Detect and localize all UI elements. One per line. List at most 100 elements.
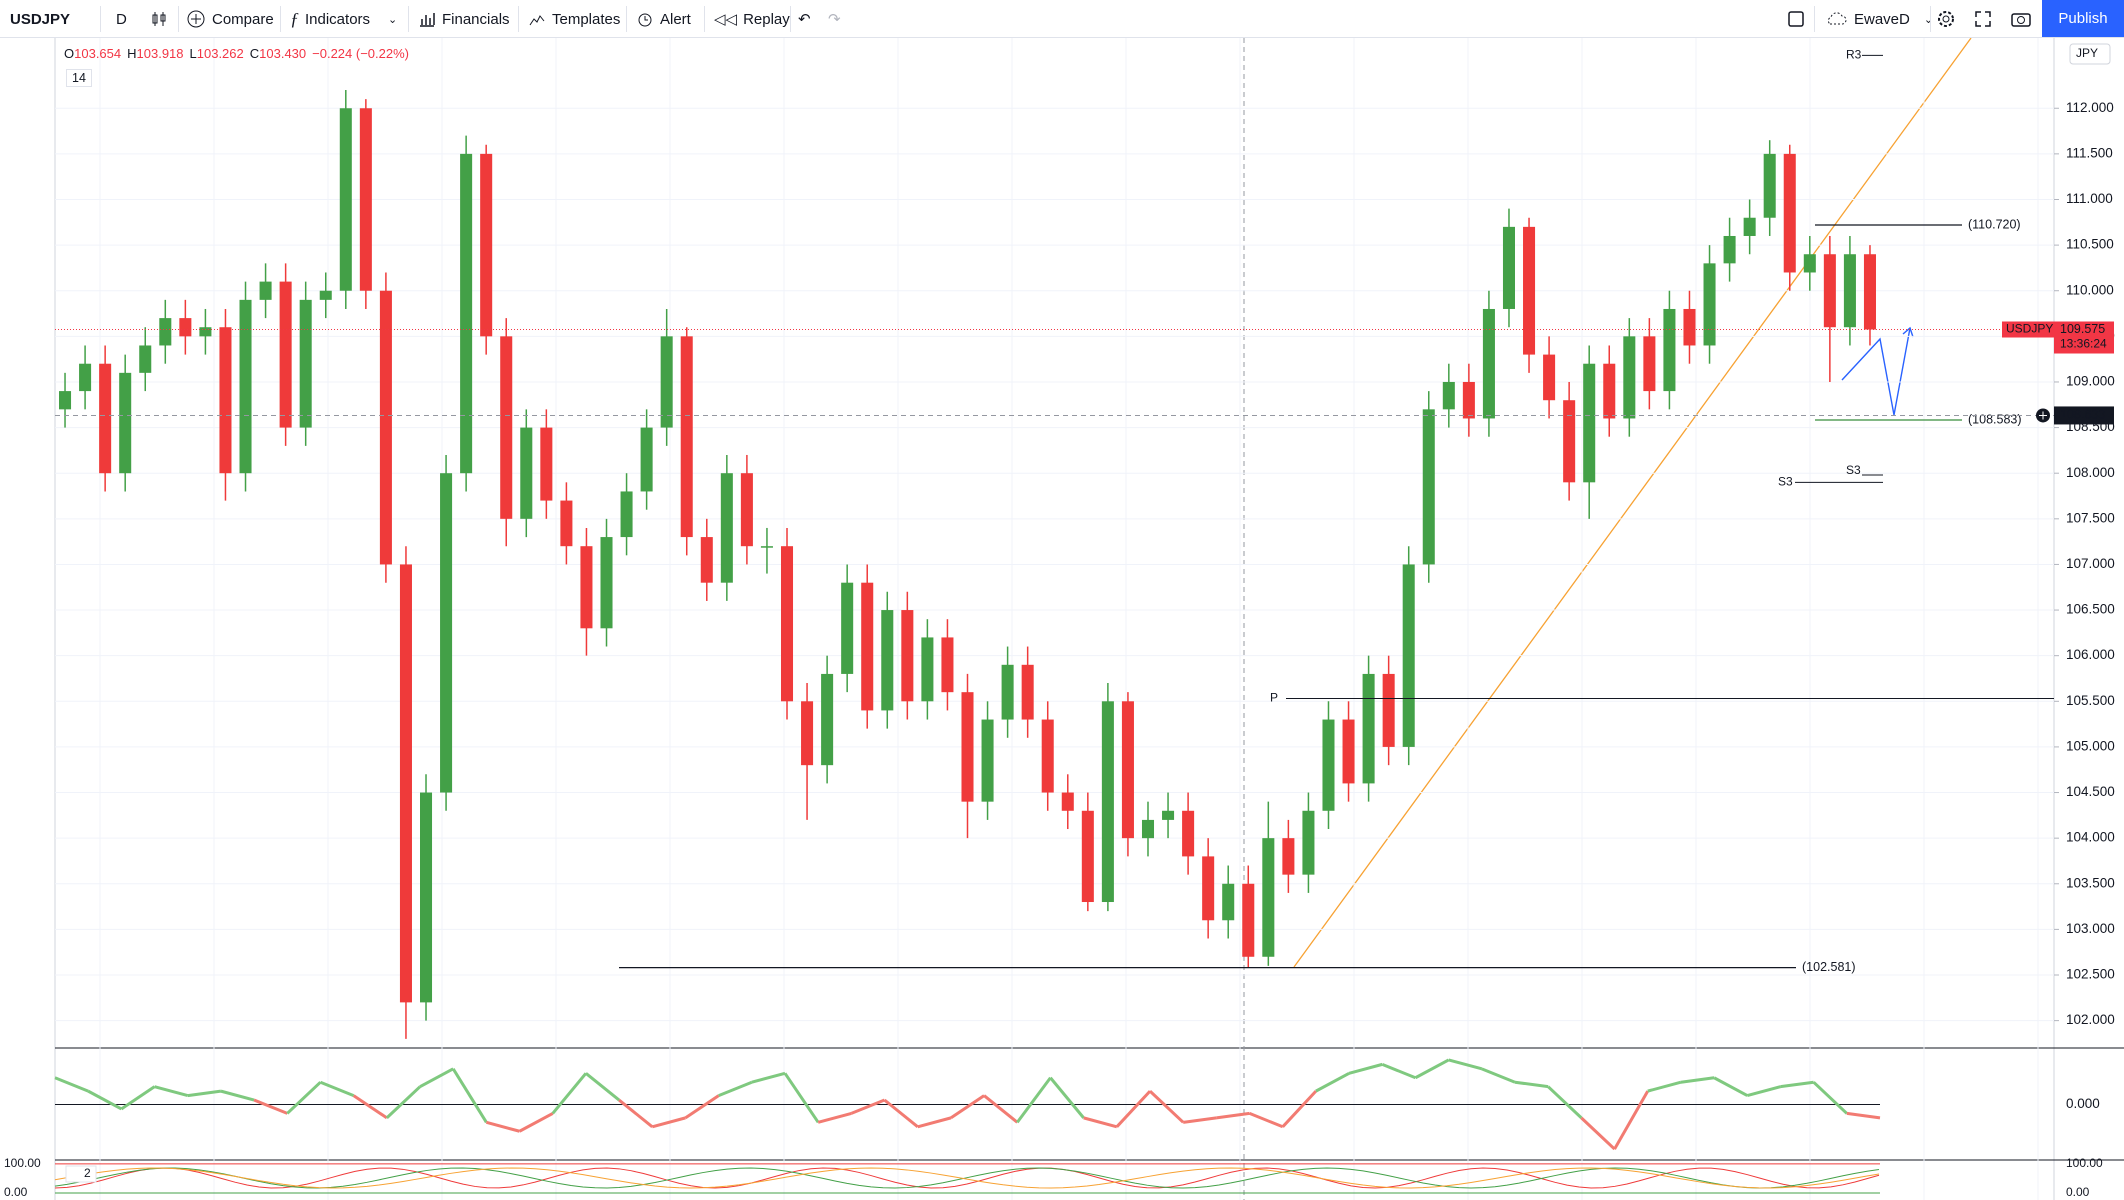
- pivot-label: R3: [1846, 48, 1862, 62]
- y-tick-label: 102.000: [2066, 1012, 2115, 1027]
- oscillator-segment: [1049, 1076, 1085, 1119]
- candle-body: [1242, 883, 1255, 957]
- candle-body: [600, 537, 613, 629]
- symbol-button[interactable]: USDJPY: [10, 10, 71, 28]
- settings-button[interactable]: [1935, 0, 1957, 38]
- currency-box: [2069, 43, 2111, 65]
- candle-body: [460, 153, 473, 474]
- candle-body: [379, 290, 392, 565]
- layout-button[interactable]: EwaveD ⌄: [1824, 0, 1933, 38]
- fullscreen-toggle[interactable]: [1786, 0, 1806, 38]
- separator: [408, 6, 409, 32]
- square-icon: [1788, 11, 1804, 27]
- compare-label: Compare: [212, 10, 274, 28]
- candle-body: [159, 318, 172, 346]
- oscillator-segment: [1216, 1111, 1250, 1120]
- oscillator-segment: [551, 1072, 588, 1115]
- candle-body: [299, 299, 312, 428]
- y-tick-label: 102.500: [2066, 967, 2115, 982]
- y-tick-label: 108.000: [2066, 465, 2115, 480]
- redo-button[interactable]: ↷: [828, 11, 841, 28]
- ohlc-key: H: [127, 46, 137, 61]
- candle-body: [620, 491, 633, 538]
- chart-style-button[interactable]: [150, 0, 168, 38]
- candle-body: [1121, 701, 1134, 839]
- candle-body: [760, 546, 773, 548]
- replay-label: Replay: [743, 10, 790, 28]
- interval-button[interactable]: D: [116, 10, 127, 28]
- oscillator-segment: [817, 1111, 852, 1124]
- oscillator-segment: [983, 1094, 1019, 1124]
- candle-body: [961, 692, 974, 802]
- stoch-legend: 2: [84, 1166, 91, 1180]
- snapshot-button[interactable]: [2010, 0, 2032, 38]
- candle-body: [1182, 810, 1195, 857]
- candle-body: [680, 336, 693, 538]
- toolbar: USDJPY D Compare ƒ Indicators ⌄ Financials…: [0, 0, 2124, 38]
- oscillator-segment: [1812, 1081, 1848, 1115]
- oscillator-segment: [319, 1080, 355, 1097]
- oscillator-segment: [618, 1098, 654, 1128]
- oscillator-segment: [385, 1085, 422, 1119]
- oscillator-segment: [950, 1094, 985, 1120]
- oscillator-segment: [1580, 1116, 1616, 1151]
- candle-body: [1342, 719, 1355, 784]
- plus-icon: [187, 10, 205, 28]
- oscillator-segment: [718, 1080, 753, 1097]
- publish-button[interactable]: Publish: [2042, 0, 2124, 37]
- candle-body: [1141, 819, 1155, 839]
- candle-icon: [152, 12, 166, 26]
- candle-body: [399, 564, 412, 1003]
- candle-body: [1523, 226, 1536, 355]
- candle-body: [700, 537, 713, 583]
- level-label: (108.583): [1968, 412, 2022, 426]
- oscillator-segment: [187, 1089, 222, 1098]
- candle-body: [560, 500, 573, 547]
- candle-body: [1723, 235, 1736, 264]
- plus: [2039, 411, 2047, 420]
- alert-icon: [638, 13, 652, 27]
- candle-body: [1262, 838, 1275, 957]
- indicators-button[interactable]: ƒ Indicators ⌄: [290, 0, 397, 38]
- candle-body: [259, 281, 272, 300]
- undo-button[interactable]: ↶: [798, 11, 811, 28]
- candle-body: [1743, 217, 1756, 236]
- candle-body: [179, 318, 192, 337]
- y-tick-label: 103.500: [2066, 875, 2115, 890]
- candle-body: [359, 108, 372, 291]
- oscillator-segment: [883, 1098, 919, 1128]
- expand-button[interactable]: [1973, 0, 1993, 38]
- templates-label: Templates: [552, 10, 621, 28]
- price-tag-label: 109.575: [2060, 322, 2105, 336]
- ohlc-legend: O103.654 H103.918 L103.262 C103.430 −0.224 (…: [64, 46, 409, 61]
- candle-body: [480, 153, 493, 337]
- separator: [1930, 6, 1931, 32]
- y-tick-label: 109.000: [2066, 374, 2115, 389]
- left-margin: [0, 38, 55, 1200]
- y-tick-label: 103.000: [2066, 921, 2115, 936]
- oscillator-segment: [120, 1085, 156, 1111]
- oscillator-segment: [1016, 1076, 1052, 1124]
- candle-body: [1583, 363, 1596, 483]
- oscillator-segment: [850, 1098, 886, 1115]
- y-tick-label: 104.500: [2066, 784, 2115, 799]
- chevron: ⌄: [1923, 13, 1934, 26]
- candle-body: [540, 427, 553, 501]
- candle-body: [520, 427, 533, 519]
- candle-body: [1502, 226, 1515, 309]
- cloud-icon: [1827, 12, 1847, 25]
- indicator-legend[interactable]: 14: [66, 69, 92, 87]
- financials-button[interactable]: Financials: [418, 0, 510, 38]
- oscillator-segment: [1448, 1058, 1483, 1071]
- candle-body: [219, 327, 232, 474]
- alert-button[interactable]: Alert: [636, 0, 691, 38]
- change-value: −0.224 (−0.22%): [312, 46, 409, 61]
- templates-button[interactable]: Templates: [528, 0, 620, 38]
- templates-icon: [529, 15, 545, 26]
- separator: [178, 6, 179, 32]
- replay-button[interactable]: ◁◁ Replay: [714, 0, 790, 38]
- candle-body: [1783, 153, 1796, 273]
- compare-button[interactable]: Compare: [186, 0, 274, 38]
- oscillator-segment: [286, 1081, 322, 1115]
- stoch-tick-label-left: 100.00: [4, 1156, 41, 1170]
